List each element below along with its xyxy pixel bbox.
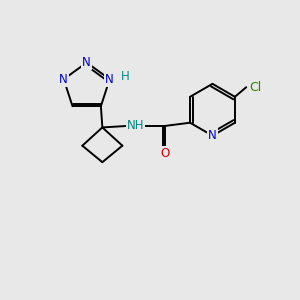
- Text: O: O: [160, 147, 170, 160]
- Text: H: H: [121, 70, 130, 83]
- Text: NH: NH: [127, 119, 144, 133]
- Text: N: N: [105, 73, 114, 86]
- Text: N: N: [59, 73, 68, 86]
- Text: Cl: Cl: [249, 81, 261, 94]
- Text: N: N: [82, 56, 91, 69]
- Text: N: N: [208, 129, 217, 142]
